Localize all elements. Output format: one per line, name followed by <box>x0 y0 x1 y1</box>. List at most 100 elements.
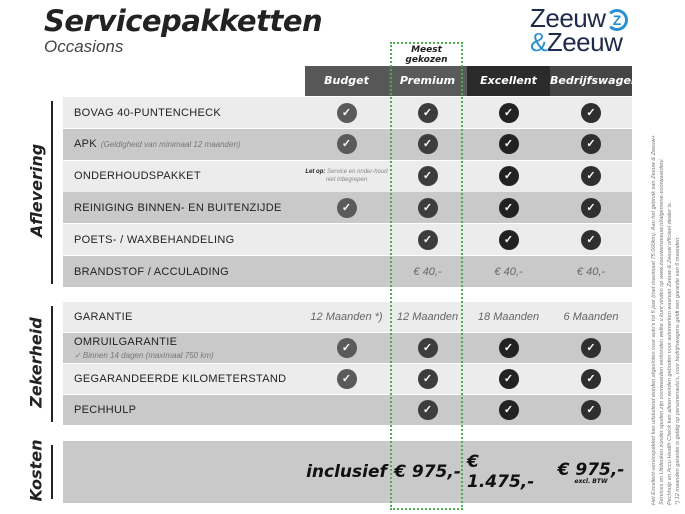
section-divider <box>51 306 53 422</box>
cell-budget: inclusief <box>305 441 388 503</box>
section-label-zekerheid: Zekerheid <box>26 317 46 408</box>
check-icon: ✓ <box>417 166 438 187</box>
row-label-note: (Geldigheid van minimaal 12 maanden) <box>100 140 241 150</box>
check-icon: ✓ <box>581 338 601 359</box>
row-label-text: GEGARANDEERDE KILOMETERSTAND <box>74 373 287 386</box>
footnote-line: *) 12 maanden garantie is geldig op pers… <box>675 236 681 505</box>
table-row: GEGARANDEERDE KILOMETERSTAND ✓ ✓ ✓ ✓ <box>63 364 632 395</box>
section-divider <box>51 101 53 284</box>
check-icon: ✓ <box>336 102 357 123</box>
row-label-text: BRANDSTOF / ACCULADING <box>74 265 229 278</box>
logo-amp: & <box>530 27 547 57</box>
table-row: inclusief € 975,- € 1.475,- € 975,- excl. BT… <box>63 441 632 503</box>
row-label-text: PECHHULP <box>74 404 137 417</box>
section-label-kosten: Kosten <box>26 439 46 502</box>
cell-bedrijfswagens: ✓ <box>550 395 632 425</box>
column-header-bedrijfswagens: Bedrijfswagens <box>550 66 645 96</box>
row-label: GEGARANDEERDE KILOMETERSTAND <box>63 373 305 385</box>
cell-bedrijfswagens: ✓ <box>550 129 632 160</box>
cell-excellent: ✓ <box>467 224 550 255</box>
cell-budget: ✓ <box>305 192 388 223</box>
check-icon: ✓ <box>417 229 438 250</box>
table-row: POETS- / WAXBEHANDELING ✓ ✓ ✓ <box>63 224 632 256</box>
check-icon: ✓ <box>498 197 519 218</box>
cell-excellent: ✓ <box>467 192 550 223</box>
cell-bedrijfswagens: ✓ <box>550 192 632 223</box>
warning-label: Let op: <box>305 169 328 176</box>
row-label-text: OMRUILGARANTIE <box>74 336 178 349</box>
column-header-budget: Budget <box>305 66 388 96</box>
cell-premium: ✓ <box>388 333 467 363</box>
page-title: Servicepakketten <box>44 4 323 38</box>
cell-premium: ✓ <box>388 129 467 160</box>
cell-budget: Let op: Service en onder-houd niet inbeg… <box>305 161 388 192</box>
check-icon: ✓ <box>417 400 438 421</box>
row-label: POETS- / WAXBEHANDELING <box>63 234 305 246</box>
cell-excellent: 18 Maanden <box>477 311 540 324</box>
section-divider <box>51 445 53 499</box>
cell-excellent: € 1.475,- <box>467 441 550 503</box>
cell-bedrijfswagens: € 40,- <box>576 265 606 278</box>
column-header-excellent: Excellent <box>467 66 550 96</box>
row-label-text: APK <box>74 138 97 151</box>
table-row: BOVAG 40-PUNTENCHECK ✓ ✓ ✓ ✓ <box>63 97 632 128</box>
cell-budget <box>305 224 388 255</box>
check-icon: ✓ <box>336 134 357 155</box>
warning-text: Service en onder-houd niet inbegrepen <box>325 169 388 184</box>
logo-line1: Zeeuw <box>530 3 606 33</box>
check-icon: ✓ <box>417 369 438 390</box>
check-icon: ✓ <box>581 134 601 155</box>
footnotes: Het Excellent-servicepakket kan uitsluit… <box>650 55 682 505</box>
row-label-text: ONDERHOUDSPAKKET <box>74 170 201 183</box>
price: € 975,- <box>394 462 461 482</box>
check-icon: ✓ <box>417 102 438 123</box>
cell-premium: € 40,- <box>413 265 442 278</box>
footnote-line: Het Excellent-servicepakket kan uitsluit… <box>651 135 657 505</box>
check-icon: ✓ <box>498 338 519 359</box>
page-subtitle: Occasions <box>44 37 124 56</box>
cell-excellent: € 40,- <box>494 265 523 278</box>
cell-bedrijfswagens: ✓ <box>550 364 632 394</box>
cell-bedrijfswagens: ✓ <box>550 161 632 192</box>
check-icon: ✓ <box>498 369 519 390</box>
row-label-subnote: ✓ Binnen 14 dagen (maximaal 750 km) <box>74 351 214 361</box>
price-value: € 1.475,- <box>467 452 535 492</box>
price: € 1.475,- <box>467 452 550 492</box>
price: € 975,- excl. BTW <box>558 460 625 485</box>
cell-excellent: ✓ <box>467 161 550 192</box>
row-label-text: GARANTIE <box>74 311 133 324</box>
check-icon: ✓ <box>417 134 438 155</box>
row-label: BRANDSTOF / ACCULADING <box>63 266 305 278</box>
column-header-premium: Premium <box>388 66 467 96</box>
table-row: OMRUILGARANTIE ✓ Binnen 14 dagen (maximaa… <box>63 333 632 364</box>
row-label: BOVAG 40-PUNTENCHECK <box>63 107 305 119</box>
check-icon: ✓ <box>498 400 519 421</box>
cell-budget <box>305 256 388 287</box>
cell-excellent: ✓ <box>467 364 550 394</box>
row-label: ONDERHOUDSPAKKET <box>63 170 305 182</box>
cell-premium: 12 Maanden <box>396 311 459 324</box>
cell-bedrijfswagens: 6 Maanden <box>563 311 619 324</box>
check-icon: ✓ <box>581 197 601 218</box>
cell-excellent: ✓ <box>467 333 550 363</box>
zeeuw-zeeuw-logo: Zeeuw Z &Zeeuw <box>530 3 640 57</box>
cell-budget: ✓ <box>305 333 388 363</box>
price-note: excl. BTW <box>574 477 608 485</box>
cell-bedrijfswagens: ✓ <box>550 224 632 255</box>
table-row: PECHHULP ✓ ✓ ✓ <box>63 395 632 426</box>
check-icon: ✓ <box>581 369 601 390</box>
cell-premium: ✓ <box>388 192 467 223</box>
check-icon: ✓ <box>417 338 438 359</box>
table-row: BRANDSTOF / ACCULADING € 40,- € 40,- € 40,- <box>63 256 632 287</box>
cell-premium: ✓ <box>388 97 467 128</box>
check-icon: ✓ <box>336 338 357 359</box>
table-row: APK (Geldigheid van minimaal 12 maanden) ✓… <box>63 128 632 160</box>
cell-bedrijfswagens: ✓ <box>550 97 632 128</box>
cell-excellent: ✓ <box>467 395 550 425</box>
price-value: € 975,- <box>394 462 461 482</box>
price: inclusief <box>306 462 387 482</box>
section-label-aflevering: Aflevering <box>26 144 46 238</box>
footnote-line: Pechhulp en Accu Health Check kan alleen… <box>667 201 673 505</box>
check-icon: ✓ <box>581 102 601 123</box>
check-icon: ✓ <box>498 166 519 187</box>
